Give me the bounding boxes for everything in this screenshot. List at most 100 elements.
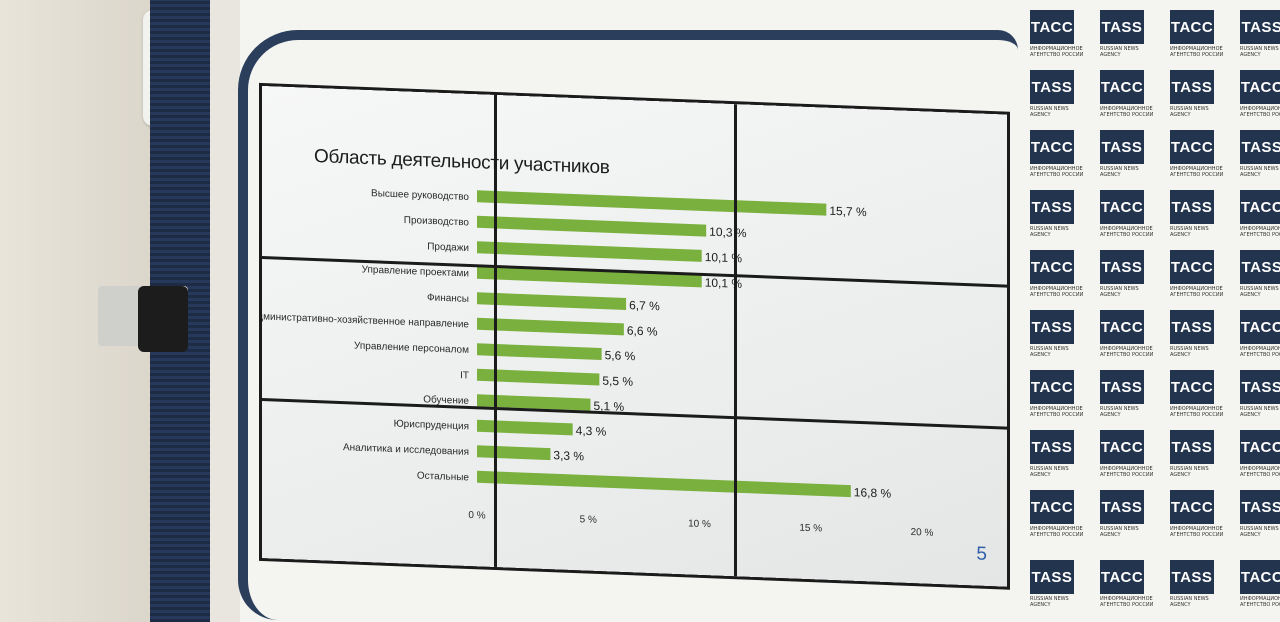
tass-logo: TASS bbox=[1170, 190, 1214, 224]
tass-tagline: ИНФОРМАЦИОННОЕ АГЕНТСТВО РОССИИ bbox=[1030, 526, 1084, 538]
tass-logo: ТАСС bbox=[1240, 70, 1280, 104]
page-number: 5 bbox=[976, 543, 987, 565]
value-label: 6,7 % bbox=[629, 298, 660, 313]
tass-tagline: ИНФОРМАЦИОННОЕ АГЕНТСТВО РОССИИ bbox=[1170, 406, 1224, 418]
tass-logo: ТАСС bbox=[1170, 490, 1214, 524]
tass-logo: ТАСС bbox=[1100, 310, 1144, 344]
tass-tagline: ИНФОРМАЦИОННОЕ АГЕНТСТВО РОССИИ bbox=[1170, 46, 1224, 58]
tass-tagline: RUSSIAN NEWS AGENCY bbox=[1240, 286, 1279, 298]
tass-tagline: ИНФОРМАЦИОННОЕ АГЕНТСТВО РОССИИ bbox=[1100, 106, 1154, 118]
x-tick-label: 15 % bbox=[799, 523, 822, 535]
value-label: 6,6 % bbox=[627, 324, 658, 339]
bar bbox=[477, 419, 573, 436]
tass-logo: TASS bbox=[1170, 310, 1214, 344]
tass-tagline: RUSSIAN NEWS AGENCY bbox=[1170, 226, 1209, 238]
value-label: 10,1 % bbox=[705, 276, 743, 291]
x-tick-label: 10 % bbox=[688, 518, 711, 530]
tass-logo: TASS bbox=[1030, 190, 1074, 224]
tass-logo: ТАСС bbox=[1100, 190, 1144, 224]
tass-tagline: RUSSIAN NEWS AGENCY bbox=[1100, 46, 1139, 58]
tass-logo: TASS bbox=[1030, 560, 1074, 594]
bar bbox=[477, 190, 827, 216]
category-label: Аналитика и исследования bbox=[343, 442, 469, 458]
tass-logo: ТАСС bbox=[1030, 370, 1074, 404]
tass-logo: ТАСС bbox=[1240, 310, 1280, 344]
tass-tagline: RUSSIAN NEWS AGENCY bbox=[1100, 286, 1139, 298]
bar bbox=[477, 445, 551, 461]
tass-tagline: RUSSIAN NEWS AGENCY bbox=[1100, 406, 1139, 418]
tass-logo: TASS bbox=[1240, 130, 1280, 164]
tass-tagline: ИНФОРМАЦИОННОЕ АГЕНТСТВО РОССИИ bbox=[1030, 406, 1084, 418]
tass-tagline: RUSSIAN NEWS AGENCY bbox=[1240, 46, 1279, 58]
tass-tagline: RUSSIAN NEWS AGENCY bbox=[1170, 106, 1209, 118]
x-tick-label: 20 % bbox=[911, 527, 934, 539]
tass-tagline: ИНФОРМАЦИОННОЕ АГЕНТСТВО РОССИИ bbox=[1170, 526, 1224, 538]
category-label: IT bbox=[460, 370, 469, 381]
tass-logo: TASS bbox=[1170, 560, 1214, 594]
tass-tagline: RUSSIAN NEWS AGENCY bbox=[1170, 596, 1209, 608]
bar bbox=[477, 266, 702, 288]
category-label: Юриспруденция bbox=[394, 419, 469, 433]
tass-tagline: RUSSIAN NEWS AGENCY bbox=[1030, 596, 1069, 608]
tass-tagline: RUSSIAN NEWS AGENCY bbox=[1030, 466, 1069, 478]
bar bbox=[477, 343, 602, 361]
tass-tagline: RUSSIAN NEWS AGENCY bbox=[1170, 466, 1209, 478]
bar bbox=[477, 215, 707, 237]
category-label: Продажи bbox=[427, 241, 469, 254]
tass-tagline: RUSSIAN NEWS AGENCY bbox=[1100, 526, 1139, 538]
bezel-v2 bbox=[734, 104, 737, 577]
presentation-screen: Область деятельности участников Высшее р… bbox=[262, 86, 1007, 587]
tass-logo: ТАСС bbox=[1170, 250, 1214, 284]
tass-logo: TASS bbox=[1240, 490, 1280, 524]
tass-logo: TASS bbox=[1100, 490, 1144, 524]
value-label: 10,1 % bbox=[705, 250, 743, 265]
tass-logo: ТАСС bbox=[1030, 130, 1074, 164]
tass-logo: ТАСС bbox=[1170, 130, 1214, 164]
category-label: Высшее руководство bbox=[371, 188, 469, 203]
tass-logo: ТАСС bbox=[1170, 10, 1214, 44]
tass-logo: TASS bbox=[1100, 10, 1144, 44]
category-label: Обучение bbox=[423, 393, 469, 407]
tass-tagline: ИНФОРМАЦИОННОЕ АГЕНТСТВО РОССИИ bbox=[1240, 106, 1280, 118]
tass-logo: ТАСС bbox=[1100, 560, 1144, 594]
bar bbox=[477, 317, 624, 336]
tass-tagline: ИНФОРМАЦИОННОЕ АГЕНТСТВО РОССИИ bbox=[1240, 226, 1280, 238]
value-label: 15,7 % bbox=[829, 204, 867, 219]
tass-logo: TASS bbox=[1170, 70, 1214, 104]
category-label: Финансы bbox=[427, 292, 469, 305]
tass-tagline: RUSSIAN NEWS AGENCY bbox=[1240, 526, 1279, 538]
screen-frame bbox=[238, 30, 1018, 620]
tass-logo: TASS bbox=[1240, 370, 1280, 404]
tass-logo: TASS bbox=[1240, 10, 1280, 44]
value-label: 5,6 % bbox=[605, 348, 636, 363]
tass-tagline: ИНФОРМАЦИОННОЕ АГЕНТСТВО РОССИИ bbox=[1100, 466, 1154, 478]
tass-logo: TASS bbox=[1100, 130, 1144, 164]
tass-tagline: ИНФОРМАЦИОННОЕ АГЕНТСТВО РОССИИ bbox=[1100, 226, 1154, 238]
tass-logo: TASS bbox=[1100, 250, 1144, 284]
value-label: 3,3 % bbox=[553, 448, 584, 463]
x-tick-label: 5 % bbox=[580, 514, 597, 526]
value-label: 5,5 % bbox=[602, 374, 633, 389]
tass-tagline: RUSSIAN NEWS AGENCY bbox=[1100, 166, 1139, 178]
category-label: Управление проектами bbox=[362, 264, 469, 279]
bar-chart: Высшее руководство 15,7 % Производство 10,3… bbox=[262, 188, 934, 539]
category-label: Управление персоналом bbox=[354, 341, 469, 356]
category-label: Производство bbox=[404, 215, 470, 229]
value-label: 16,8 % bbox=[854, 485, 892, 500]
bar bbox=[477, 470, 851, 498]
bar bbox=[477, 292, 627, 310]
tass-logo: TASS bbox=[1030, 70, 1074, 104]
tass-logo: ТАСС bbox=[1100, 70, 1144, 104]
tass-tagline: ИНФОРМАЦИОННОЕ АГЕНТСТВО РОССИИ bbox=[1100, 346, 1154, 358]
tass-logo: ТАСС bbox=[1030, 490, 1074, 524]
tass-logo: ТАСС bbox=[1240, 190, 1280, 224]
tass-logo: TASS bbox=[1030, 430, 1074, 464]
category-label: Остальные bbox=[417, 470, 470, 483]
tass-logo: ТАСС bbox=[1240, 430, 1280, 464]
tass-logo: TASS bbox=[1100, 370, 1144, 404]
tass-logo: TASS bbox=[1170, 430, 1214, 464]
tass-tagline: ИНФОРМАЦИОННОЕ АГЕНТСТВО РОССИИ bbox=[1240, 466, 1280, 478]
tass-tagline: ИНФОРМАЦИОННОЕ АГЕНТСТВО РОССИИ bbox=[1170, 166, 1224, 178]
tass-tagline: ИНФОРМАЦИОННОЕ АГЕНТСТВО РОССИИ bbox=[1240, 346, 1280, 358]
x-tick-label: 0 % bbox=[468, 510, 485, 522]
